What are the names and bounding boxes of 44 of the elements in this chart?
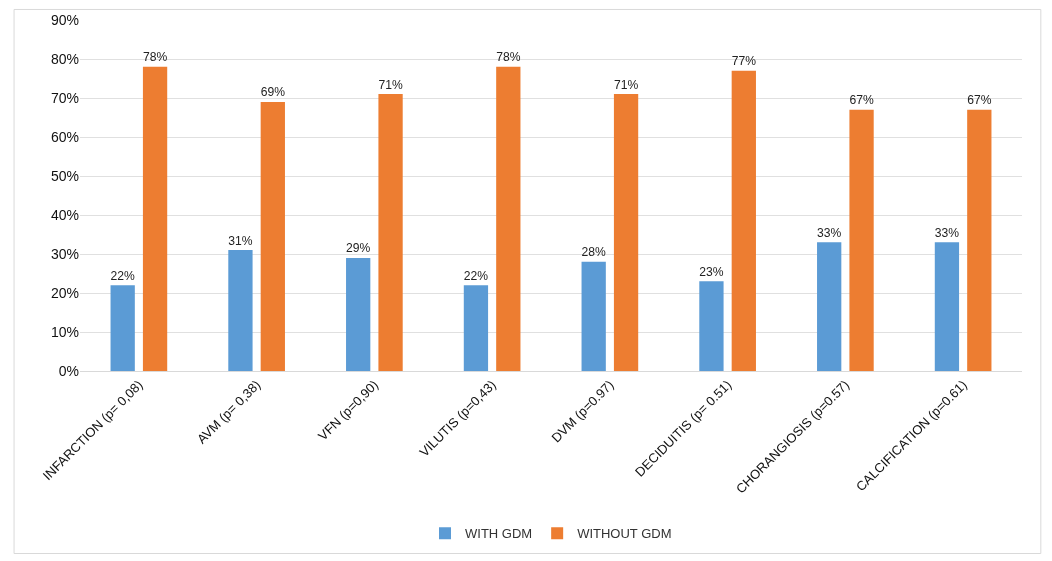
bar bbox=[817, 242, 842, 371]
y-tick-label: 90% bbox=[50, 11, 79, 28]
bar bbox=[496, 66, 521, 371]
bar bbox=[110, 285, 135, 371]
data-label: 71% bbox=[613, 77, 639, 92]
data-label: 33% bbox=[934, 225, 960, 240]
data-label: 67% bbox=[849, 93, 874, 108]
bar bbox=[699, 281, 724, 371]
bar bbox=[613, 94, 639, 371]
y-tick-label: 50% bbox=[50, 167, 79, 184]
data-label: 77% bbox=[731, 54, 757, 69]
y-tick-label: 40% bbox=[50, 206, 79, 223]
bar bbox=[228, 250, 253, 371]
y-tick-label: 30% bbox=[50, 245, 79, 262]
data-label: 69% bbox=[260, 85, 286, 100]
bar bbox=[463, 285, 489, 371]
data-label: 78% bbox=[496, 50, 521, 65]
data-label: 29% bbox=[346, 241, 371, 256]
bar bbox=[378, 94, 403, 371]
data-label: 22% bbox=[463, 268, 489, 283]
bar bbox=[967, 109, 992, 371]
y-tick-label: 10% bbox=[50, 323, 79, 340]
data-label: 31% bbox=[228, 233, 253, 248]
y-tick-label: 70% bbox=[50, 89, 79, 106]
bar bbox=[849, 109, 874, 371]
data-label: 23% bbox=[699, 264, 724, 279]
data-label: 78% bbox=[142, 50, 168, 65]
data-label: 28% bbox=[581, 245, 607, 260]
data-label: 33% bbox=[817, 225, 842, 240]
y-tick-label: 60% bbox=[50, 128, 79, 145]
data-label: 22% bbox=[110, 268, 136, 283]
data-label: 67% bbox=[967, 93, 992, 108]
bar bbox=[346, 257, 371, 371]
bar bbox=[934, 242, 960, 371]
bar bbox=[260, 101, 285, 371]
y-tick-label: 0% bbox=[58, 362, 79, 379]
y-tick-label: 80% bbox=[50, 50, 79, 67]
y-tick-label: 20% bbox=[50, 284, 79, 301]
legend-label: WITH GDM bbox=[465, 526, 533, 542]
legend-label: WITHOUT GDM bbox=[577, 526, 672, 542]
bar bbox=[731, 70, 756, 371]
bar bbox=[581, 261, 606, 371]
data-label: 71% bbox=[378, 77, 403, 92]
bar bbox=[142, 66, 168, 371]
